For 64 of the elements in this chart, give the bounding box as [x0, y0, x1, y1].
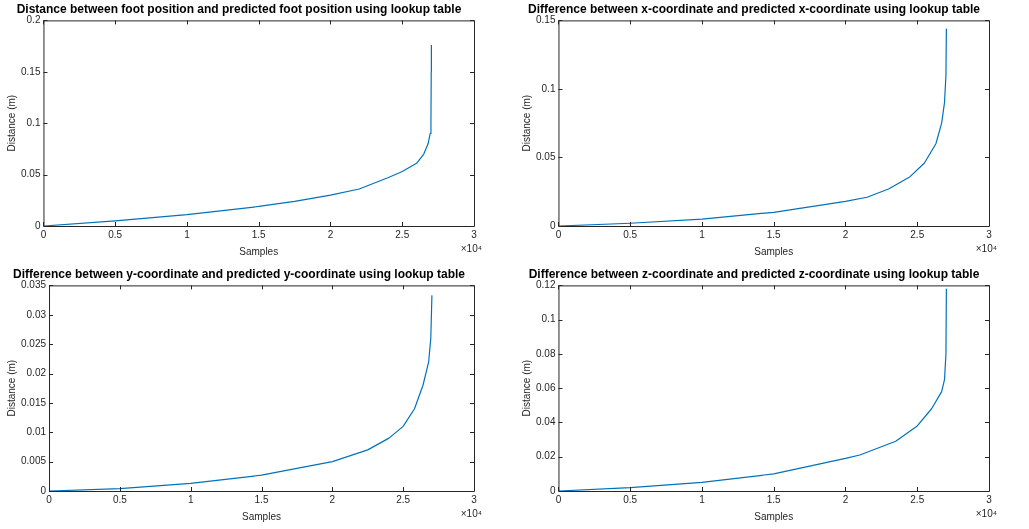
y-tick-label: 0: [549, 484, 556, 496]
y-axis-title: Distance (m): [5, 94, 17, 152]
x-tick-label: 1: [699, 228, 706, 240]
text: ×10⁴: [460, 242, 482, 254]
x-tick-label: 2.5: [395, 228, 410, 240]
x-tick-label: 0.5: [623, 493, 638, 505]
y-tick-label: 0.08: [535, 347, 556, 359]
y-tick-label: 0: [40, 484, 47, 496]
y-tick-label: 0.01: [26, 426, 47, 438]
x-tick-label: 1: [699, 493, 706, 505]
y-tick-label: 0.005: [20, 455, 47, 467]
x-tick-label: 3: [986, 493, 993, 505]
y-tick-label: 0: [549, 219, 556, 231]
x-tick-label: 1.5: [251, 228, 267, 240]
y-tick-label: 0.02: [26, 367, 47, 379]
y-tick-label: 0.04: [535, 416, 556, 428]
x-tick-label: 1.5: [766, 228, 782, 240]
x-tick-label: 1.5: [254, 493, 269, 505]
y-tick-label: 0.035: [20, 279, 47, 291]
x-tick-label: 3: [986, 228, 993, 240]
y-tick-label: 0.1: [541, 82, 556, 94]
x-tick-label: 1: [187, 493, 194, 505]
y-tick-label: 0: [34, 219, 41, 231]
y-tick-label: 0.05: [20, 168, 41, 180]
text: ×10⁴: [460, 507, 482, 519]
x-tick-label: 2.5: [910, 493, 925, 505]
chart-title: Difference between z-coordinate and predicted z-coordinate using lookup table: [528, 266, 980, 281]
x-tick-label: 0.5: [108, 228, 123, 240]
x-axis-title: Samples: [754, 245, 794, 257]
x-tick-label: 0.5: [112, 493, 128, 505]
x-tick-label: 3: [471, 493, 478, 505]
y-tick-label: 0.2: [26, 14, 41, 26]
x-tick-label: 2: [842, 228, 849, 240]
x-tick-label: 3: [471, 228, 478, 240]
y-tick-label: 0.05: [535, 151, 556, 163]
y-tick-label: 0.025: [20, 337, 47, 349]
y-axis-title: Distance (m): [520, 359, 532, 417]
x-axis-title: Samples: [754, 510, 794, 522]
x-axis-title: Samples: [242, 510, 281, 522]
x-tick-label: 1: [184, 228, 191, 240]
text: ×10⁴: [975, 507, 997, 519]
y-tick-label: 0.015: [20, 396, 47, 408]
y-tick-label: 0.12: [535, 279, 556, 291]
x-tick-label: 2: [327, 228, 334, 240]
y-axis-title: Distance (m): [5, 359, 17, 417]
y-tick-label: 0.1: [26, 116, 41, 128]
y-tick-label: 0.02: [535, 450, 556, 462]
y-tick-label: 0.15: [20, 65, 41, 77]
y-axis-title: Distance (m): [520, 94, 532, 152]
y-tick-label: 0.03: [26, 308, 47, 320]
x-tick-label: 2: [329, 493, 336, 505]
text: ×10⁴: [975, 242, 997, 254]
x-tick-label: 2.5: [396, 493, 411, 505]
x-tick-label: 2: [842, 493, 849, 505]
chart-title: Difference between x-coordinate and predicted x-coordinate using lookup table: [527, 1, 981, 16]
x-tick-label: 0.5: [623, 228, 638, 240]
y-tick-label: 0.1: [541, 313, 556, 325]
y-tick-label: 0.06: [535, 381, 556, 393]
x-tick-label: 2.5: [910, 228, 925, 240]
x-tick-label: 1.5: [766, 493, 782, 505]
chart-title: Difference between y-coordinate and predicted y-coordinate using lookup table: [12, 266, 466, 281]
x-axis-title: Samples: [239, 245, 279, 257]
chart-title: Distance between foot position and predicted foot position using lookup table: [16, 1, 462, 16]
y-tick-label: 0.15: [535, 14, 556, 26]
